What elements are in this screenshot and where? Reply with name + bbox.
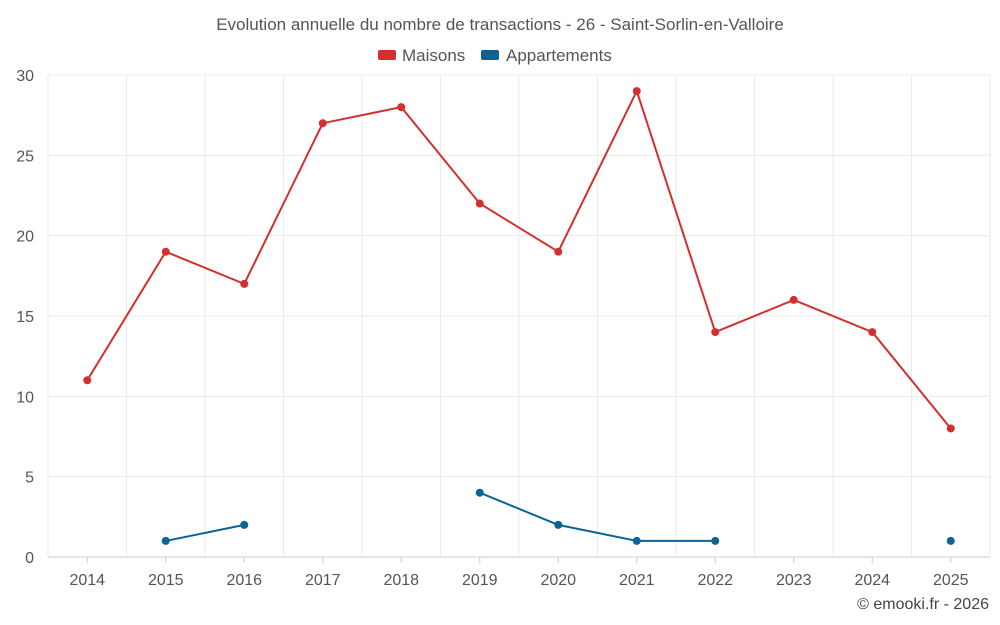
series-line-appartements <box>479 491 716 542</box>
y-tick-label: 0 <box>25 550 34 567</box>
y-tick-label: 25 <box>16 148 34 165</box>
x-tick-label-2014: 2014 <box>69 572 105 589</box>
data-point-appartements-2015[interactable] <box>161 536 170 545</box>
series-appartements <box>161 488 955 545</box>
data-point-appartements-2020[interactable] <box>554 520 563 529</box>
y-tick-label: 5 <box>25 470 34 487</box>
x-tick-label-2023: 2023 <box>776 572 812 589</box>
legend-item-maisons[interactable]: Maisons <box>378 46 465 65</box>
x-tick-label-2015: 2015 <box>148 572 184 589</box>
x-tick-label-2024: 2024 <box>854 572 890 589</box>
x-tick-label-2018: 2018 <box>383 572 419 589</box>
legend-swatch-maisons <box>378 50 396 60</box>
data-point-maisons-2025[interactable] <box>946 424 955 433</box>
series-line-appartements <box>165 523 245 542</box>
data-point-maisons-2024[interactable] <box>868 328 877 337</box>
legend-item-appartements[interactable]: Appartements <box>481 46 612 65</box>
data-point-maisons-2022[interactable] <box>711 328 720 337</box>
data-point-maisons-2014[interactable] <box>83 376 92 385</box>
data-point-maisons-2021[interactable] <box>632 87 641 96</box>
data-point-maisons-2018[interactable] <box>397 103 406 112</box>
credit-text: © emooki.fr - 2026 <box>857 596 989 613</box>
y-tick-label: 20 <box>16 229 34 246</box>
legend-label-maisons: Maisons <box>402 46 465 65</box>
x-tick-label-2016: 2016 <box>226 572 262 589</box>
data-point-maisons-2023[interactable] <box>789 295 798 304</box>
x-tick-label-2022: 2022 <box>697 572 733 589</box>
data-point-appartements-2016[interactable] <box>240 520 249 529</box>
y-tick-label: 15 <box>16 309 34 326</box>
series-maisons <box>83 87 955 433</box>
x-tick-label-2019: 2019 <box>462 572 498 589</box>
series <box>83 87 955 545</box>
data-point-appartements-2021[interactable] <box>632 536 641 545</box>
data-point-maisons-2020[interactable] <box>554 247 563 256</box>
legend: Maisons Appartements <box>378 46 612 65</box>
data-point-appartements-2019[interactable] <box>475 488 484 497</box>
data-point-maisons-2019[interactable] <box>475 199 484 208</box>
x-tick-label-2020: 2020 <box>540 572 576 589</box>
x-tick-label-2025: 2025 <box>933 572 969 589</box>
x-tick-label-2017: 2017 <box>305 572 341 589</box>
y-tick-label: 10 <box>16 389 34 406</box>
legend-label-appartements: Appartements <box>506 46 612 65</box>
y-tick-label: 30 <box>16 68 34 85</box>
data-point-maisons-2016[interactable] <box>240 279 249 288</box>
grid <box>47 74 991 557</box>
series-line-maisons <box>86 88 952 430</box>
data-point-appartements-2022[interactable] <box>711 536 720 545</box>
chart-title: Evolution annuelle du nombre de transact… <box>216 15 784 34</box>
data-point-appartements-2025[interactable] <box>946 536 955 545</box>
legend-swatch-appartements <box>481 50 499 60</box>
data-point-maisons-2015[interactable] <box>161 247 170 256</box>
x-tick-label-2021: 2021 <box>619 572 655 589</box>
data-point-maisons-2017[interactable] <box>318 119 327 128</box>
